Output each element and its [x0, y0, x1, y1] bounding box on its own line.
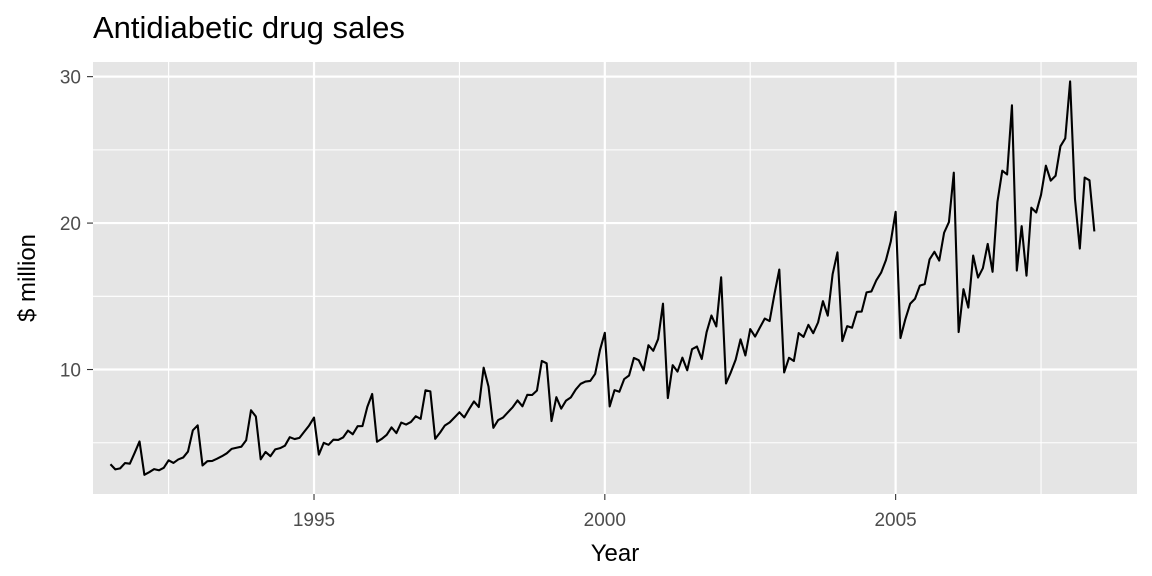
x-tick-label: 1995 [293, 510, 335, 531]
y-tick-label: 20 [60, 214, 81, 235]
y-tick-label: 10 [60, 361, 81, 382]
x-tick-label: 2000 [584, 510, 626, 531]
series-line-sales [109, 80, 1096, 476]
chart-title: Antidiabetic drug sales [93, 10, 405, 45]
x-axis-title: Year [591, 540, 640, 567]
x-tick-label: 2005 [874, 510, 916, 531]
plot-panel [93, 62, 1137, 494]
x-axis: 1995 2000 2005 [293, 494, 917, 531]
y-axis-title: $ million [14, 234, 41, 322]
y-tick-label: 30 [60, 68, 81, 89]
major-gridlines [93, 62, 1137, 494]
minor-gridlines [93, 62, 1137, 494]
y-axis: 10 20 30 [60, 68, 93, 382]
